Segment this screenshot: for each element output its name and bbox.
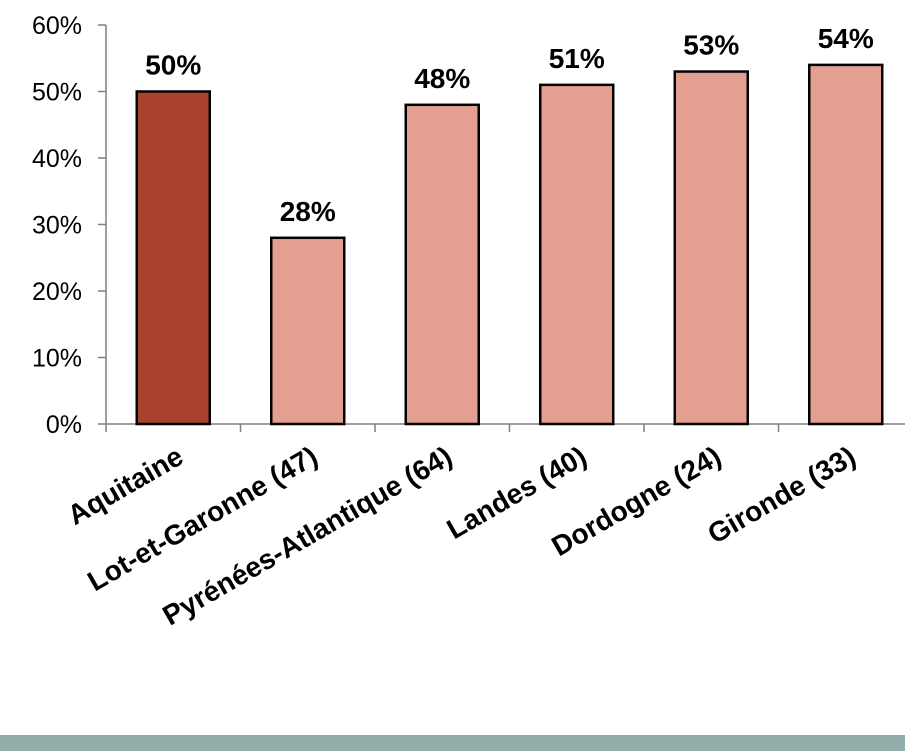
y-tick-label: 60%	[32, 12, 82, 40]
footer-band	[0, 735, 905, 751]
category-label: Aquitaine	[62, 440, 188, 531]
y-tick-label: 0%	[46, 411, 82, 439]
y-tick-label: 20%	[32, 278, 82, 306]
bar	[808, 63, 884, 426]
data-label: 53%	[683, 30, 739, 61]
data-label: 51%	[549, 43, 605, 74]
category-label: Lot-et-Garonne (47)	[82, 440, 322, 597]
y-axis: 0% 10% 20% 30% 40% 50% 60%	[32, 12, 107, 439]
data-label: 50%	[145, 50, 201, 81]
x-axis	[105, 423, 905, 432]
bar	[539, 83, 615, 426]
data-labels: 50% 28% 48% 51% 53% 54%	[145, 23, 874, 227]
y-tick-label: 50%	[32, 79, 82, 107]
y-tick-label: 30%	[32, 212, 82, 240]
data-label: 54%	[818, 23, 874, 54]
bar	[404, 103, 480, 426]
bar	[135, 90, 211, 426]
bar	[270, 236, 346, 426]
data-label: 48%	[414, 63, 470, 94]
category-label: Gironde (33)	[702, 440, 860, 549]
data-label: 28%	[280, 196, 336, 227]
y-tick-label: 10%	[32, 345, 82, 373]
bar-series	[135, 63, 884, 426]
y-tick-label: 40%	[32, 145, 82, 173]
bar	[673, 70, 749, 426]
